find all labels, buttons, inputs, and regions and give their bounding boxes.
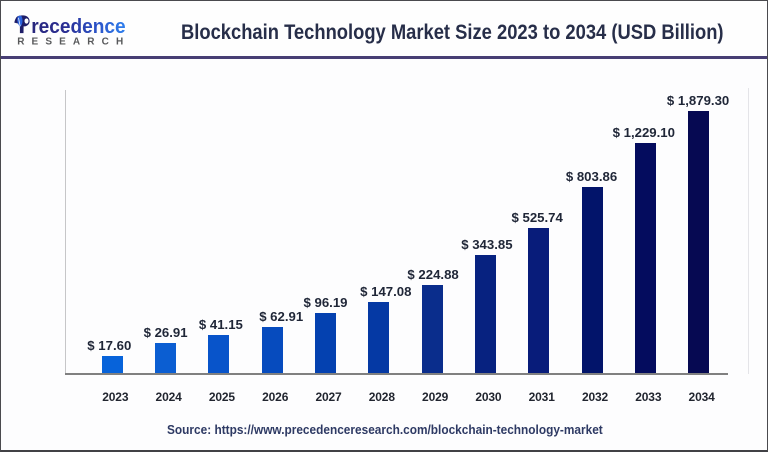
svg-text:recedence: recedence: [31, 16, 125, 38]
